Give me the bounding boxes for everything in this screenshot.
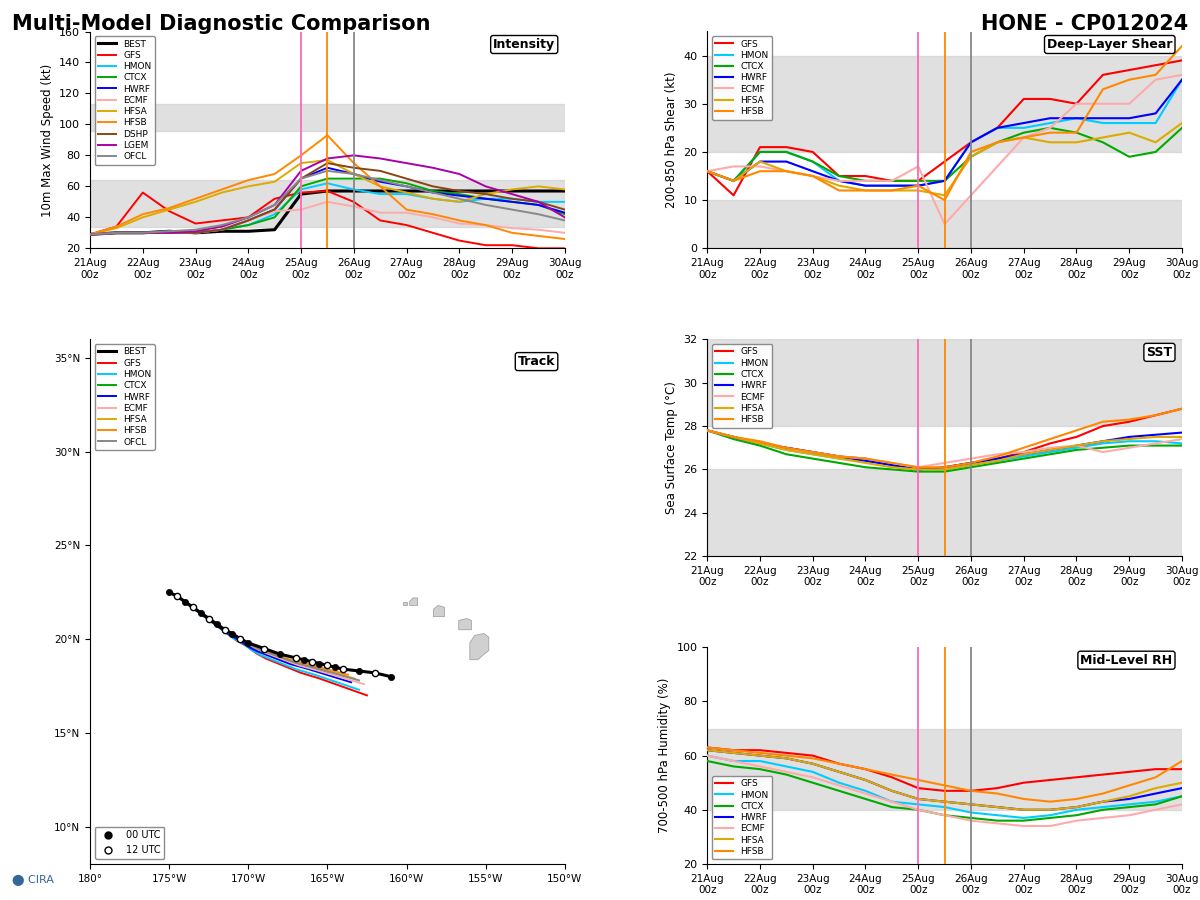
Text: Intensity: Intensity xyxy=(493,38,556,51)
Text: Deep-Layer Shear: Deep-Layer Shear xyxy=(1048,38,1172,51)
Legend: GFS, HMON, CTCX, HWRF, ECMF, HFSA, HFSB: GFS, HMON, CTCX, HWRF, ECMF, HFSA, HFSB xyxy=(712,776,773,859)
Bar xyxy=(707,339,1182,426)
Polygon shape xyxy=(458,618,472,630)
Polygon shape xyxy=(433,606,444,616)
Bar xyxy=(707,728,1182,810)
Legend: GFS, HMON, CTCX, HWRF, ECMF, HFSA, HFSB: GFS, HMON, CTCX, HWRF, ECMF, HFSA, HFSB xyxy=(712,344,773,428)
Polygon shape xyxy=(409,598,418,606)
Legend: 00 UTC, 12 UTC: 00 UTC, 12 UTC xyxy=(95,826,164,860)
Bar xyxy=(707,470,1182,556)
Y-axis label: 200-850 hPa Shear (kt): 200-850 hPa Shear (kt) xyxy=(665,72,678,208)
Y-axis label: Sea Surface Temp (°C): Sea Surface Temp (°C) xyxy=(665,382,678,514)
Text: Track: Track xyxy=(517,356,556,368)
Text: SST: SST xyxy=(1146,346,1172,359)
Text: ⬤ CIRA: ⬤ CIRA xyxy=(12,876,54,886)
Y-axis label: 10m Max Wind Speed (kt): 10m Max Wind Speed (kt) xyxy=(41,63,54,217)
Polygon shape xyxy=(470,634,488,660)
Bar xyxy=(707,56,1182,152)
Legend: GFS, HMON, CTCX, HWRF, ECMF, HFSA, HFSB: GFS, HMON, CTCX, HWRF, ECMF, HFSA, HFSB xyxy=(712,36,773,120)
Polygon shape xyxy=(403,602,407,606)
Text: Multi-Model Diagnostic Comparison: Multi-Model Diagnostic Comparison xyxy=(12,14,431,33)
Text: HONE - CP012024: HONE - CP012024 xyxy=(980,14,1188,33)
Bar xyxy=(707,200,1182,248)
Bar xyxy=(90,104,565,130)
Bar xyxy=(90,180,565,227)
Text: Mid-Level RH: Mid-Level RH xyxy=(1080,653,1172,667)
Y-axis label: 700-500 hPa Humidity (%): 700-500 hPa Humidity (%) xyxy=(658,678,671,833)
Legend: BEST, GFS, HMON, CTCX, HWRF, ECMF, HFSA, HFSB, DSHP, LGEM, OFCL: BEST, GFS, HMON, CTCX, HWRF, ECMF, HFSA,… xyxy=(95,36,155,165)
